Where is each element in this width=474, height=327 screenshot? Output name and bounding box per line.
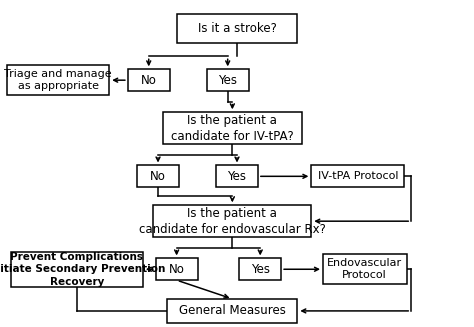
FancyBboxPatch shape — [323, 254, 407, 284]
Text: Yes: Yes — [218, 74, 237, 87]
Text: Is the patient a
candidate for IV-tPA?: Is the patient a candidate for IV-tPA? — [171, 114, 294, 143]
FancyBboxPatch shape — [10, 251, 143, 287]
FancyBboxPatch shape — [154, 205, 311, 237]
Text: Yes: Yes — [228, 170, 246, 183]
Text: Is the patient a
candidate for endovascular Rx?: Is the patient a candidate for endovascu… — [139, 207, 326, 236]
FancyBboxPatch shape — [177, 14, 297, 43]
Text: IV-tPA Protocol: IV-tPA Protocol — [318, 171, 398, 181]
FancyBboxPatch shape — [163, 112, 302, 144]
FancyBboxPatch shape — [311, 165, 404, 187]
FancyBboxPatch shape — [155, 258, 198, 280]
Text: Triage and manage
as appropriate: Triage and manage as appropriate — [4, 69, 112, 91]
Text: Yes: Yes — [251, 263, 270, 276]
Text: No: No — [169, 263, 184, 276]
FancyBboxPatch shape — [7, 65, 109, 95]
FancyBboxPatch shape — [128, 69, 170, 91]
FancyBboxPatch shape — [216, 165, 258, 187]
FancyBboxPatch shape — [239, 258, 281, 280]
Text: No: No — [150, 170, 166, 183]
Text: Is it a stroke?: Is it a stroke? — [198, 23, 276, 35]
FancyBboxPatch shape — [207, 69, 248, 91]
Text: General Measures: General Measures — [179, 304, 286, 318]
FancyBboxPatch shape — [137, 165, 179, 187]
Text: Endovascular
Protocol: Endovascular Protocol — [327, 258, 402, 281]
FancyBboxPatch shape — [167, 299, 297, 323]
Text: Prevent Complications
Initiate Secondary Prevention
Recovery: Prevent Complications Initiate Secondary… — [0, 252, 165, 287]
Text: No: No — [141, 74, 157, 87]
